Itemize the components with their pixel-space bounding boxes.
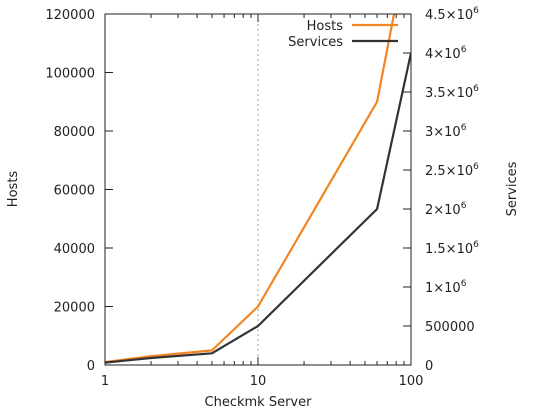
y-right-tick-label: 0: [425, 359, 433, 374]
y-left-tick-label: 80000: [54, 125, 95, 140]
y-right-tick-label: 4.5×106: [425, 6, 479, 23]
y-left-tick-label: 120000: [45, 8, 95, 23]
series-line-services: [105, 52, 411, 364]
legend-label-services: Services: [288, 35, 343, 50]
y-right-tick-label: 1.5×106: [425, 240, 479, 257]
x-tick-label: 1: [101, 374, 109, 389]
x-tick-label: 10: [250, 374, 267, 389]
series-line-hosts: [105, 14, 396, 364]
y-right-tick-label: 500000: [425, 320, 475, 335]
x-axis-label: Checkmk Server: [205, 395, 313, 410]
y-left-tick-label: 100000: [45, 67, 95, 82]
y-right-tick-label: 3.5×106: [425, 84, 479, 101]
legend-label-hosts: Hosts: [307, 19, 344, 34]
y-left-tick-label: 20000: [54, 301, 95, 316]
y-right-tick-label: 3×106: [425, 123, 467, 140]
y-right-tick-label: 2×106: [425, 201, 467, 218]
x-tick-label: 100: [399, 374, 424, 389]
series-lines: [105, 14, 411, 364]
y-right-tick-label: 2.5×106: [425, 162, 479, 179]
axis-labels: Checkmk Server Hosts Services: [6, 161, 520, 410]
y-left-tick-label: 40000: [54, 242, 95, 257]
y-left-tick-label: 0: [87, 359, 95, 374]
y-axis-label-right: Services: [505, 161, 520, 216]
y-left-tick-label: 60000: [54, 184, 95, 199]
y-axis-label-left: Hosts: [6, 171, 21, 208]
axis-ticks: 1 10 1000200004000060000800001000001200000…: [45, 6, 479, 389]
y-right-tick-label: 1×106: [425, 279, 467, 296]
y-right-tick-label: 4×106: [425, 45, 467, 62]
